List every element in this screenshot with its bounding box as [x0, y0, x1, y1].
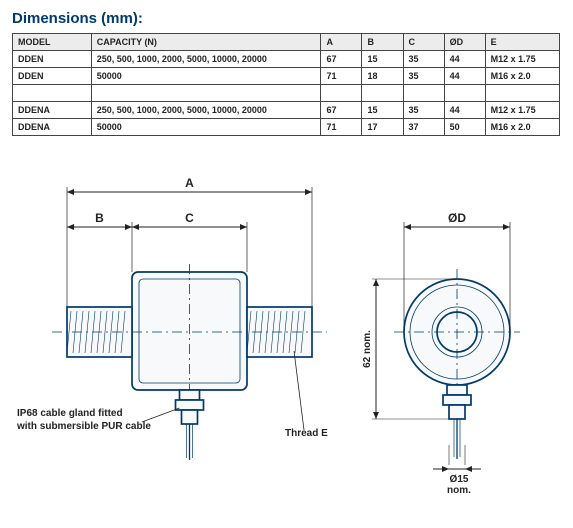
blank-cell — [485, 85, 559, 102]
cell: 44 — [444, 68, 485, 85]
blank-cell — [13, 85, 92, 102]
th-model: MODEL — [13, 34, 92, 51]
cell: 37 — [403, 119, 444, 136]
cell: 44 — [444, 51, 485, 68]
cell: DDENA — [13, 102, 92, 119]
svg-text:A: A — [185, 176, 194, 190]
cell: 44 — [444, 102, 485, 119]
cell: 15 — [362, 51, 403, 68]
cell: 50 — [444, 119, 485, 136]
cell: 18 — [362, 68, 403, 85]
cell: DDEN — [13, 68, 92, 85]
cell: DDEN — [13, 51, 92, 68]
table-row: DDENA250, 500, 1000, 2000, 5000, 10000, … — [13, 102, 560, 119]
th-a: A — [321, 34, 362, 51]
cell: 35 — [403, 68, 444, 85]
cell: 250, 500, 1000, 2000, 5000, 10000, 20000 — [91, 51, 321, 68]
svg-text:ØD: ØD — [448, 211, 466, 225]
table-row: DDEN250, 500, 1000, 2000, 5000, 10000, 2… — [13, 51, 560, 68]
table-row: DDENA5000071173750M16 x 2.0 — [13, 119, 560, 136]
blank-cell — [91, 85, 321, 102]
svg-text:62 nom.: 62 nom. — [362, 330, 373, 368]
dimensions-tbody: DDEN250, 500, 1000, 2000, 5000, 10000, 2… — [13, 51, 560, 136]
dimensions-table: MODEL CAPACITY (N) A B C ØD E DDEN250, 5… — [12, 33, 560, 136]
cell: 250, 500, 1000, 2000, 5000, 10000, 20000 — [91, 102, 321, 119]
cell: M12 x 1.75 — [485, 102, 559, 119]
heading: Dimensions (mm): — [12, 10, 561, 27]
technical-diagram: A B C ØD 62 nom. Ø15nom. IP68 cable gland fit… — [12, 172, 560, 502]
cell: M12 x 1.75 — [485, 51, 559, 68]
blank-cell — [362, 85, 403, 102]
cable-gland-note: IP68 cable gland fitted with submersible… — [17, 408, 151, 433]
th-e: E — [485, 34, 559, 51]
th-c: C — [403, 34, 444, 51]
cell: 35 — [403, 51, 444, 68]
cell: 71 — [321, 119, 362, 136]
svg-text:Ø15: Ø15 — [450, 474, 469, 485]
cell: 67 — [321, 51, 362, 68]
cell: 15 — [362, 102, 403, 119]
th-od: ØD — [444, 34, 485, 51]
cell: 71 — [321, 68, 362, 85]
blank-cell — [321, 85, 362, 102]
cell: 67 — [321, 102, 362, 119]
table-row: DDEN5000071183544M16 x 2.0 — [13, 68, 560, 85]
cell: DDENA — [13, 119, 92, 136]
cell: M16 x 2.0 — [485, 119, 559, 136]
svg-text:C: C — [185, 211, 194, 225]
thread-label: Thread E — [285, 428, 328, 441]
svg-text:B: B — [95, 211, 104, 225]
blank-cell — [444, 85, 485, 102]
cell: 35 — [403, 102, 444, 119]
blank-cell — [403, 85, 444, 102]
cell: M16 x 2.0 — [485, 68, 559, 85]
cell: 17 — [362, 119, 403, 136]
table-row — [13, 85, 560, 102]
diagram-svg: A B C ØD 62 nom. Ø15nom. — [12, 172, 560, 502]
th-capacity: CAPACITY (N) — [91, 34, 321, 51]
cell: 50000 — [91, 119, 321, 136]
cell: 50000 — [91, 68, 321, 85]
svg-text:nom.: nom. — [447, 485, 471, 496]
th-b: B — [362, 34, 403, 51]
